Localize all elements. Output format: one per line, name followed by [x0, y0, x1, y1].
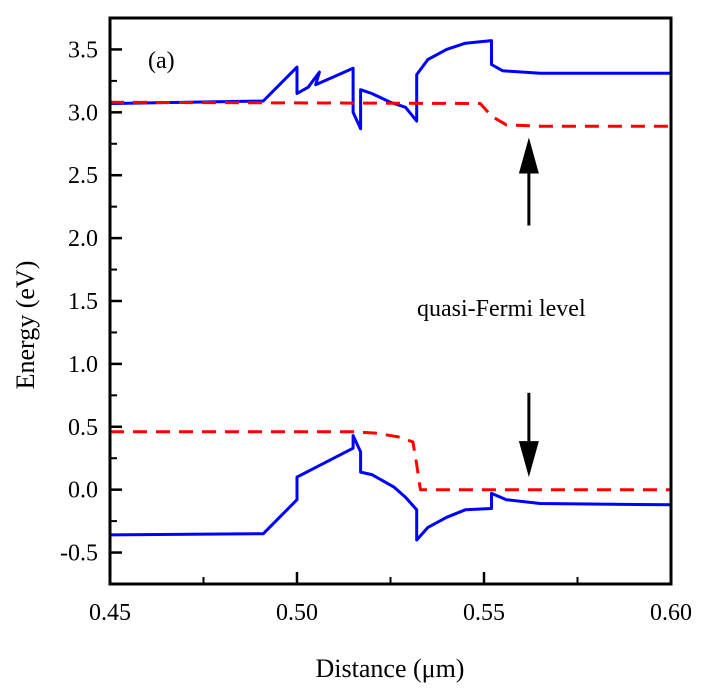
y-tick-labels: -0.5 0.0 0.5 1.0 1.5 2.0 2.5 3.0 3.5 — [60, 37, 98, 566]
y-tick-label: 0.0 — [68, 478, 98, 504]
hole-quasi-fermi-level-line — [110, 430, 671, 492]
conduction-band-line — [109, 39, 671, 131]
y-tick-label: 2.0 — [68, 226, 98, 252]
panel-label: (a) — [148, 48, 175, 74]
valence-band-line — [109, 434, 672, 542]
plot-frame — [108, 16, 673, 586]
y-axis-label: Energy (eV) — [11, 261, 40, 390]
x-tick-label: 0.45 — [89, 600, 131, 626]
arrow-layer — [518, 137, 539, 478]
x-tick-label: 0.60 — [650, 600, 692, 626]
y-tick-label: 1.5 — [68, 289, 98, 315]
electron-quasi-fermi-level-line — [109, 100, 671, 128]
y-tick-label: 3.0 — [68, 100, 98, 126]
y-tick-label: 3.5 — [68, 37, 98, 63]
y-tick-label: 1.0 — [68, 352, 98, 378]
y-tick-label: -0.5 — [60, 541, 98, 567]
x-tick-label: 0.55 — [463, 600, 505, 626]
x-tick-labels: 0.45 0.50 0.55 0.60 — [89, 600, 692, 626]
y-tick-label: 0.5 — [68, 415, 98, 441]
y-tick-label: 2.5 — [68, 163, 98, 189]
x-axis-label: Distance (μm) — [316, 654, 465, 683]
annotation-quasi-fermi-level: quasi-Fermi level — [417, 296, 586, 322]
x-tick-label: 0.50 — [276, 600, 318, 626]
arrow-head — [518, 441, 539, 478]
arrow-head — [518, 137, 539, 174]
series-layer — [109, 39, 672, 542]
